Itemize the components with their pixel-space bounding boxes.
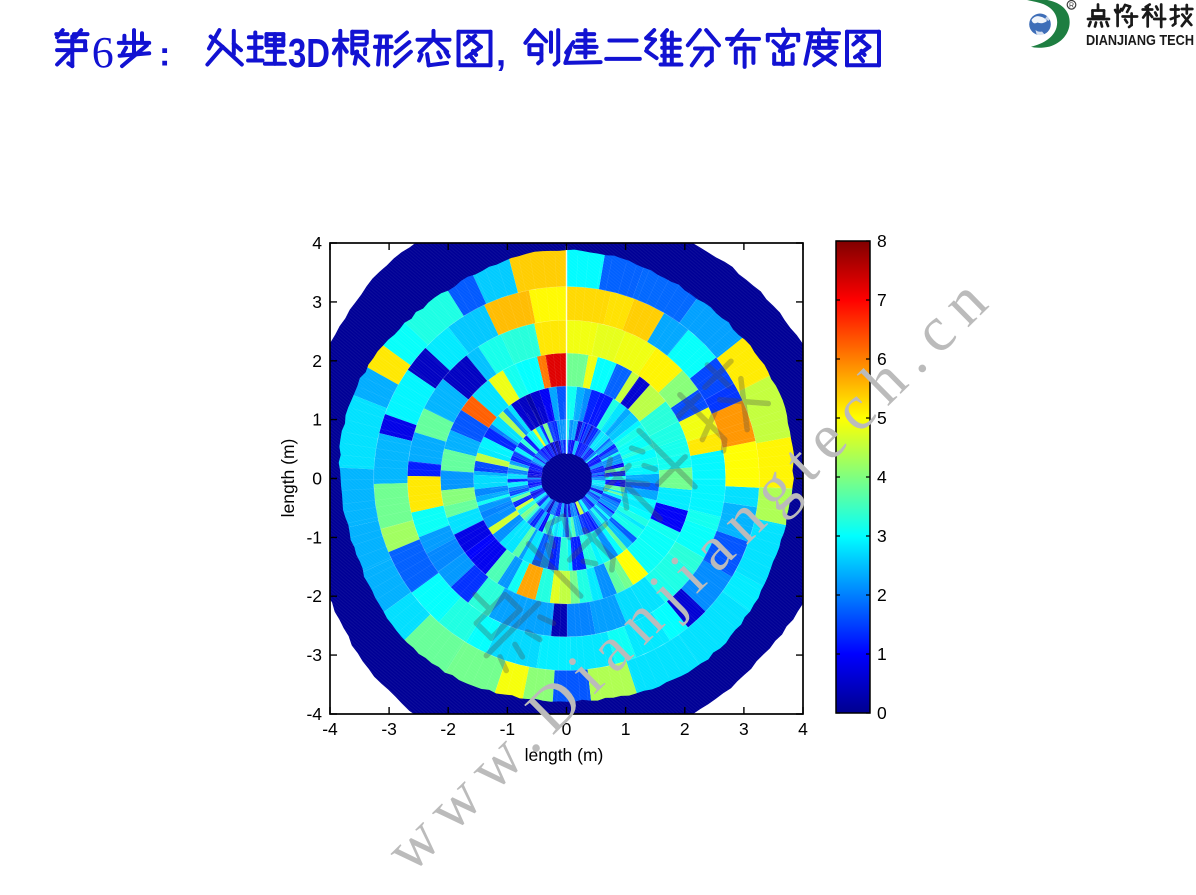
svg-text::: :	[159, 36, 170, 74]
svg-text:2: 2	[877, 585, 887, 605]
svg-text:4: 4	[877, 467, 887, 487]
svg-text:-3: -3	[306, 645, 322, 665]
svg-text:6: 6	[877, 349, 887, 369]
svg-text:-4: -4	[322, 719, 338, 739]
svg-text:-2: -2	[306, 586, 322, 606]
svg-text:-3: -3	[381, 719, 397, 739]
svg-text:2: 2	[680, 719, 690, 739]
svg-text:1: 1	[312, 410, 322, 430]
svg-text:2: 2	[312, 351, 322, 371]
svg-text:0: 0	[312, 469, 322, 489]
svg-text:0: 0	[877, 703, 887, 723]
svg-text:DIANJIANG TECH: DIANJIANG TECH	[1086, 32, 1194, 49]
svg-text:-2: -2	[440, 719, 456, 739]
svg-text:1: 1	[621, 719, 631, 739]
svg-text:-1: -1	[500, 719, 516, 739]
svg-text:3D: 3D	[288, 30, 330, 76]
svg-text:3: 3	[877, 526, 887, 546]
svg-text:1: 1	[877, 644, 887, 664]
svg-text:,: ,	[496, 33, 506, 74]
svg-text:3: 3	[312, 292, 322, 312]
svg-text:3: 3	[739, 719, 749, 739]
svg-text:6: 6	[92, 28, 114, 77]
svg-text:-1: -1	[306, 527, 322, 547]
svg-text:5: 5	[877, 408, 887, 428]
svg-text:length (m): length (m)	[278, 439, 298, 518]
svg-text:0: 0	[562, 719, 572, 739]
svg-text:8: 8	[877, 231, 887, 251]
svg-text:4: 4	[798, 719, 808, 739]
svg-text:length (m): length (m)	[525, 745, 604, 765]
svg-text:R: R	[1069, 3, 1074, 10]
svg-text:-4: -4	[306, 704, 322, 724]
svg-text:4: 4	[312, 233, 322, 253]
svg-text:7: 7	[877, 290, 887, 310]
